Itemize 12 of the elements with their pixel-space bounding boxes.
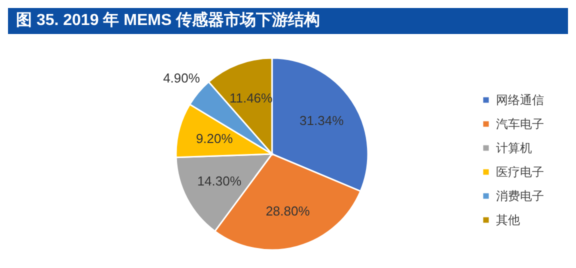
data-label: 9.20% (196, 131, 234, 146)
legend-label: 医疗电子 (496, 165, 544, 179)
legend-label: 其他 (496, 213, 520, 227)
legend-label: 计算机 (496, 141, 532, 155)
data-label: 14.30% (197, 174, 242, 189)
data-label: 4.90% (163, 70, 200, 86)
legend-label: 网络通信 (496, 93, 544, 107)
legend-label: 汽车电子 (496, 117, 544, 131)
legend-label: 消费电子 (496, 189, 544, 203)
chart-title: 图 35. 2019 年 MEMS 传感器市场下游结构 (8, 8, 568, 34)
data-label: 31.34% (300, 113, 344, 128)
data-label: 28.80% (266, 203, 310, 218)
